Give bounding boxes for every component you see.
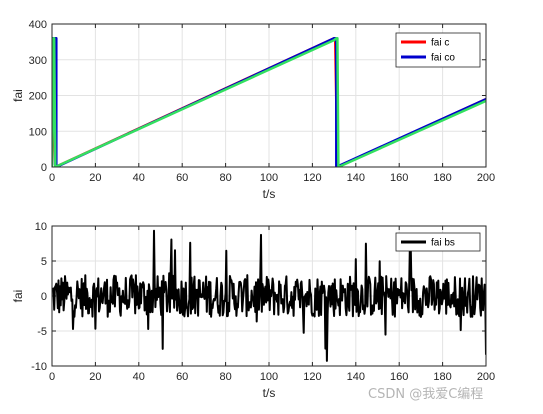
y-tick-label: 0 bbox=[41, 291, 47, 303]
y-tick-label: 5 bbox=[41, 256, 47, 268]
series-fai-bs-line bbox=[52, 229, 486, 362]
x-tick-label: 100 bbox=[260, 371, 278, 383]
legend-box bbox=[395, 232, 481, 252]
x-tick-label: 180 bbox=[433, 172, 451, 184]
x-tick-label: 60 bbox=[176, 371, 188, 383]
y-tick-label: 100 bbox=[29, 126, 47, 138]
x-tick-label: 20 bbox=[89, 371, 101, 383]
x-axis-label: t/s bbox=[263, 386, 276, 400]
legend-label: fai co bbox=[431, 53, 455, 64]
series-group bbox=[52, 37, 486, 167]
x-tick-label: 140 bbox=[347, 371, 365, 383]
axes-box bbox=[51, 225, 487, 367]
bottom-axes: 0 20 40 60 80 100 120 140 160 180 200 -10 -5 0 5 10 t/s f… bbox=[11, 221, 495, 400]
x-tick-label: 0 bbox=[49, 172, 55, 184]
legend-box bbox=[395, 32, 481, 68]
x-tick-label: 40 bbox=[133, 172, 145, 184]
y-tick-label: 200 bbox=[29, 91, 47, 103]
x-tick-label: 80 bbox=[219, 172, 231, 184]
series-line bbox=[52, 37, 486, 167]
x-tick-label: 80 bbox=[219, 371, 231, 383]
x-tick-label: 160 bbox=[390, 371, 408, 383]
top-axes: 0 20 40 60 80 100 120 140 160 180 200 0 100 200 300 400… bbox=[11, 19, 495, 201]
x-tick-label: 160 bbox=[390, 172, 408, 184]
y-tick-label: 400 bbox=[29, 19, 47, 31]
y-axis-label: fai bbox=[11, 290, 25, 303]
x-axis-label: t/s bbox=[263, 187, 276, 201]
series-group bbox=[52, 229, 486, 362]
x-tick-label: 20 bbox=[89, 172, 101, 184]
x-tick-label: 140 bbox=[347, 172, 365, 184]
legend-label: fai bs bbox=[431, 238, 455, 249]
y-tick-label: 0 bbox=[41, 162, 47, 174]
x-tick-label: 120 bbox=[303, 371, 321, 383]
x-tick-label: 200 bbox=[477, 172, 495, 184]
x-tick-label: 0 bbox=[49, 371, 55, 383]
x-tick-label: 180 bbox=[433, 371, 451, 383]
y-axis-label: fai bbox=[11, 89, 25, 102]
x-tick-label: 40 bbox=[133, 371, 145, 383]
x-tick-label: 100 bbox=[260, 172, 278, 184]
axes-box bbox=[51, 23, 487, 168]
x-tick-label: 120 bbox=[303, 172, 321, 184]
y-tick-label: -10 bbox=[31, 361, 47, 373]
x-tick-label: 60 bbox=[176, 172, 188, 184]
legend-label: fai c bbox=[431, 38, 449, 49]
y-tick-label: 10 bbox=[35, 221, 47, 233]
y-tick-label: 300 bbox=[29, 55, 47, 67]
x-tick-label: 200 bbox=[477, 371, 495, 383]
watermark: CSDN @我爱C编程 bbox=[368, 387, 483, 402]
y-tick-label: -5 bbox=[37, 326, 47, 338]
